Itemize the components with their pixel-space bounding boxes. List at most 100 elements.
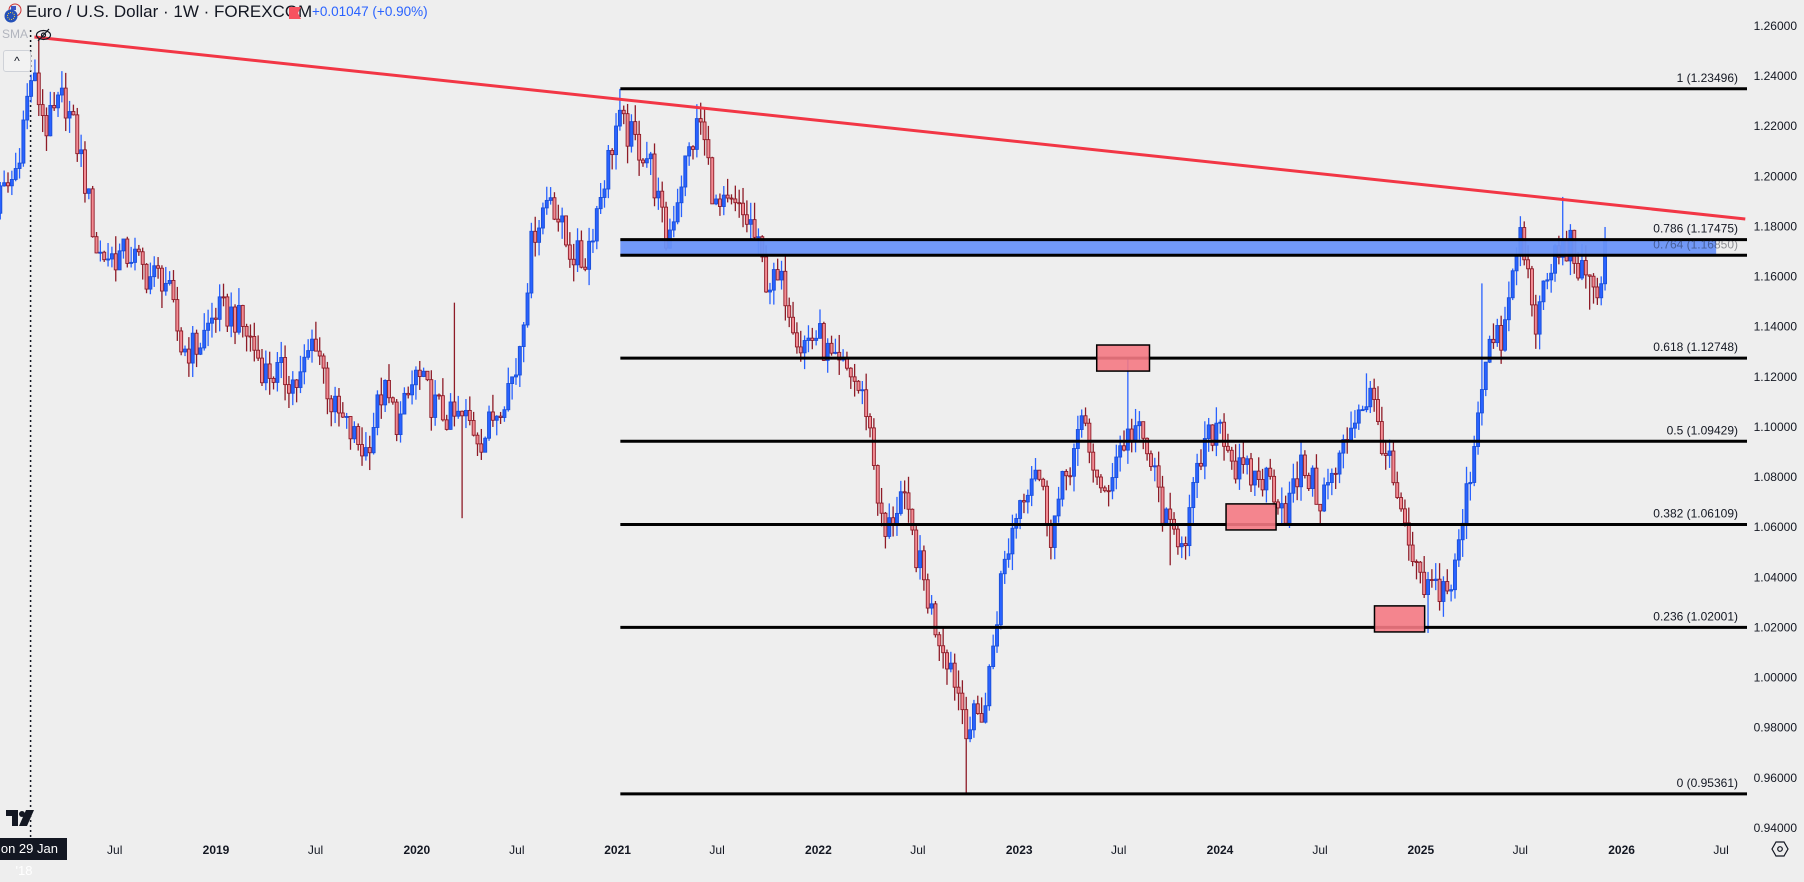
candle-down[interactable] [387,364,391,404]
candle-down[interactable] [933,601,938,638]
candle-up[interactable] [25,83,30,130]
candle-down[interactable] [1379,406,1384,456]
candle-down[interactable] [325,361,330,415]
candle-down[interactable] [610,148,615,170]
candle-down[interactable] [36,37,41,117]
candle-down[interactable] [1083,407,1088,427]
candle-down[interactable] [1045,480,1049,537]
sma-indicator-label[interactable]: SMA [2,27,29,41]
candle-down[interactable] [1295,461,1300,501]
highlight-box[interactable] [1373,605,1426,633]
candle-up[interactable] [1510,268,1515,301]
candle-down[interactable] [737,189,742,218]
candle-down[interactable] [641,158,645,167]
candle-down[interactable] [941,628,946,669]
resistance-trendline[interactable] [34,35,1746,221]
candle-down[interactable] [571,243,576,282]
candle-up[interactable] [1072,443,1076,492]
candle-down[interactable] [467,396,472,426]
candle-down[interactable] [1372,378,1377,412]
candle-down[interactable] [71,104,76,116]
candle-up[interactable] [1326,468,1330,500]
candle-up[interactable] [310,329,314,363]
candle-up[interactable] [1364,373,1369,413]
candle-up[interactable] [529,222,534,299]
candle-down[interactable] [40,89,45,133]
candle-up[interactable] [1464,466,1469,539]
candle-up[interactable] [629,114,634,153]
candle-down[interactable] [583,258,588,272]
candle-down[interactable] [248,324,253,352]
candle-up[interactable] [59,71,64,103]
candle-up[interactable] [1426,571,1430,633]
candle-down[interactable] [787,297,792,328]
tradingview-logo[interactable] [5,809,35,827]
candle-up[interactable] [1014,513,1019,539]
candle-up[interactable] [1549,263,1554,293]
candle-up[interactable] [67,100,72,133]
candle-down[interactable] [94,232,99,254]
highlight-box[interactable] [1225,503,1277,531]
candle-down[interactable] [564,215,568,248]
candle-up[interactable] [895,496,899,536]
candle-up[interactable] [1341,434,1346,469]
candle-down[interactable] [1395,471,1400,500]
candle-down[interactable] [1068,467,1073,486]
candle-down[interactable] [856,380,861,394]
candle-up[interactable] [841,349,846,362]
candle-up[interactable] [679,175,684,218]
candle-down[interactable] [829,335,834,356]
candle-down[interactable] [186,337,191,377]
candle-down[interactable] [1491,323,1496,349]
candle-down[interactable] [1376,386,1380,426]
candle-up[interactable] [1352,410,1357,439]
candle-down[interactable] [175,286,180,341]
candle-up[interactable] [206,309,211,347]
candle-up[interactable] [86,188,91,200]
candle-up[interactable] [1218,419,1223,434]
candle-up[interactable] [2,170,7,187]
candle-down[interactable] [556,204,561,232]
candle-up[interactable] [13,152,18,182]
candle-down[interactable] [956,670,961,711]
candle-up[interactable] [525,283,530,328]
candle-up[interactable] [302,344,307,385]
candle-down[interactable] [313,321,318,352]
candle-down[interactable] [975,695,980,715]
candle-up[interactable] [590,228,595,253]
candle-down[interactable] [691,145,695,160]
candle-up[interactable] [1060,470,1065,507]
candle-down[interactable] [945,649,949,685]
candle-down[interactable] [1410,531,1415,567]
candle-down[interactable] [1318,503,1323,525]
candle-down[interactable] [394,399,399,442]
candle-down[interactable] [1102,485,1107,493]
candle-up[interactable] [363,432,368,461]
candle-up[interactable] [1356,404,1361,430]
candle-up[interactable] [983,692,988,724]
candle-down[interactable] [417,360,422,390]
candle-up[interactable] [971,699,976,738]
candle-down[interactable] [406,386,411,399]
candle-up[interactable] [1206,417,1211,452]
candle-up[interactable] [1137,411,1142,440]
candle-down[interactable] [140,247,145,280]
candle-down[interactable] [1260,468,1265,497]
candle-up[interactable] [1310,465,1315,497]
candle-up[interactable] [1025,489,1030,514]
candle-down[interactable] [1302,450,1307,479]
candle-up[interactable] [117,243,122,271]
candle-down[interactable] [256,335,261,362]
candle-up[interactable] [1291,463,1296,503]
candle-down[interactable] [937,631,942,661]
candle-down[interactable] [791,301,796,335]
candle-down[interactable] [1091,443,1096,483]
candle-down[interactable] [75,107,80,162]
candle-down[interactable] [294,379,299,403]
candle-up[interactable] [968,716,973,743]
candle-down[interactable] [1445,569,1450,595]
candle-up[interactable] [548,187,553,205]
candle-up[interactable] [606,144,611,199]
candle-up[interactable] [17,148,22,179]
candle-up[interactable] [375,390,380,436]
